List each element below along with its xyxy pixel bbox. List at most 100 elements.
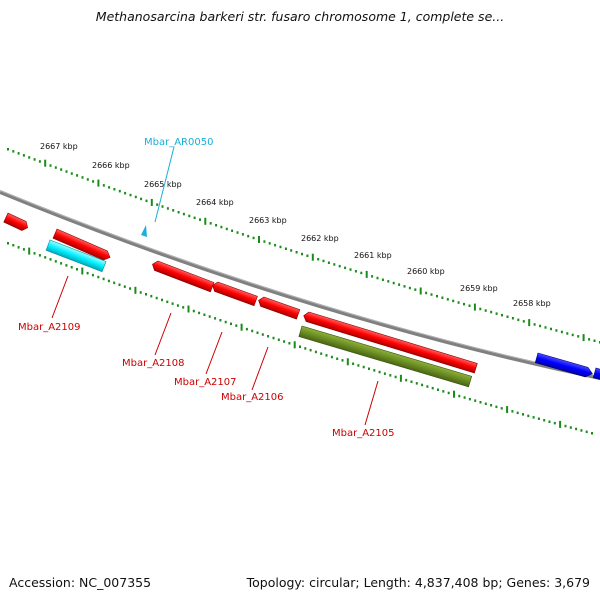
leader-line — [154, 312, 172, 356]
minor-tick — [421, 383, 424, 387]
kbp-label: 2662 kbp — [301, 234, 339, 243]
gene-label-mbar-a2107[interactable]: Mbar_A2107 — [174, 377, 237, 388]
minor-tick — [274, 243, 277, 247]
major-tick — [473, 303, 476, 311]
minor-tick — [341, 359, 344, 362]
minor-tick — [166, 207, 169, 210]
minor-tick — [225, 227, 228, 231]
minor-tick — [107, 279, 110, 283]
minor-tick — [571, 333, 574, 337]
minor-tick — [145, 293, 147, 296]
major-tick — [187, 305, 190, 313]
minor-tick — [500, 407, 503, 410]
minor-tick — [182, 306, 185, 309]
minor-tick — [198, 311, 201, 315]
minor-tick — [156, 203, 159, 206]
gene-label-mbar-a2109[interactable]: Mbar_A2109 — [18, 322, 81, 333]
minor-tick — [134, 195, 137, 199]
accession-text: Accession: NC_007355 — [9, 575, 152, 590]
minor-tick — [139, 291, 142, 294]
minor-tick — [564, 424, 567, 428]
minor-tick — [245, 327, 248, 331]
minor-tick — [252, 236, 255, 240]
minor-tick — [12, 244, 15, 247]
minor-tick — [91, 273, 94, 277]
minor-tick — [309, 348, 312, 352]
minor-tick — [188, 214, 191, 218]
minor-tick — [327, 261, 330, 264]
gene-mbar-ar0050[interactable] — [141, 225, 147, 237]
minor-tick — [431, 386, 434, 390]
leader-line — [251, 346, 269, 391]
gene-feature-forward[interactable] — [52, 228, 112, 262]
minor-tick — [199, 218, 201, 221]
minor-tick — [457, 301, 460, 304]
minor-tick — [60, 168, 63, 171]
minor-tick — [38, 254, 41, 257]
minor-tick — [550, 327, 552, 331]
minor-tick — [426, 385, 429, 388]
kbp-label: 2666 kbp — [92, 161, 130, 170]
minor-tick — [452, 299, 455, 303]
minor-tick — [357, 364, 360, 367]
gene-mbar-a2106[interactable] — [257, 296, 301, 320]
minor-tick — [86, 178, 89, 181]
minor-tick — [447, 391, 450, 395]
minor-tick — [522, 320, 525, 323]
minor-tick — [425, 291, 428, 295]
minor-tick — [140, 197, 143, 201]
minor-tick — [490, 310, 493, 314]
major-tick — [293, 341, 296, 349]
minor-tick — [490, 404, 493, 407]
major-tick — [97, 179, 100, 187]
gene-label-mbar-ar0050[interactable]: Mbar_AR0050 — [144, 137, 213, 148]
minor-tick — [517, 318, 520, 322]
major-tick — [134, 286, 137, 294]
gene-label-mbar-a2106[interactable]: Mbar_A2106 — [221, 392, 284, 403]
minor-tick — [215, 224, 218, 227]
minor-tick — [532, 416, 535, 419]
minor-tick — [86, 271, 89, 275]
minor-tick — [468, 304, 471, 307]
kbp-label: 2664 kbp — [196, 198, 234, 207]
kbp-label: 2663 kbp — [249, 216, 287, 225]
minor-tick — [177, 211, 180, 214]
minor-tick — [279, 245, 282, 249]
minor-tick — [458, 394, 461, 398]
minor-tick — [344, 266, 347, 270]
minor-tick — [569, 426, 572, 429]
gene-mbar-a2108[interactable] — [151, 260, 215, 293]
minor-tick — [352, 362, 355, 365]
minor-tick — [145, 199, 148, 203]
minor-tick — [38, 160, 41, 163]
major-tick — [419, 287, 422, 295]
minor-tick — [70, 266, 73, 269]
gene-mbar-a2107[interactable] — [211, 281, 258, 307]
minor-tick — [544, 326, 547, 329]
gene-feature-forward[interactable] — [3, 212, 30, 232]
minor-tick — [593, 339, 596, 342]
leader-line — [154, 146, 175, 223]
gene-feature-blue[interactable] — [534, 352, 594, 379]
minor-tick — [118, 189, 121, 193]
major-tick — [44, 159, 47, 167]
gene-mbar-a2105[interactable] — [302, 311, 478, 374]
gene-mbar-a2105-olive[interactable] — [298, 325, 473, 388]
minor-tick — [588, 338, 591, 341]
kbp-label: 2658 kbp — [513, 299, 551, 308]
gene-label-mbar-a2105[interactable]: Mbar_A2105 — [332, 428, 395, 439]
minor-tick — [336, 357, 339, 360]
minor-tick — [155, 296, 158, 300]
minor-tick — [368, 367, 370, 370]
minor-tick — [277, 338, 280, 341]
minor-tick — [441, 296, 444, 299]
minor-tick — [403, 285, 406, 288]
major-tick — [240, 323, 243, 331]
minor-tick — [113, 281, 116, 285]
gene-feature-blue[interactable] — [592, 367, 600, 381]
minor-tick — [381, 278, 384, 281]
gene-label-mbar-a2108[interactable]: Mbar_A2108 — [122, 358, 185, 369]
minor-tick — [495, 405, 498, 409]
gene-mbar-a2109-rna[interactable] — [45, 239, 107, 273]
